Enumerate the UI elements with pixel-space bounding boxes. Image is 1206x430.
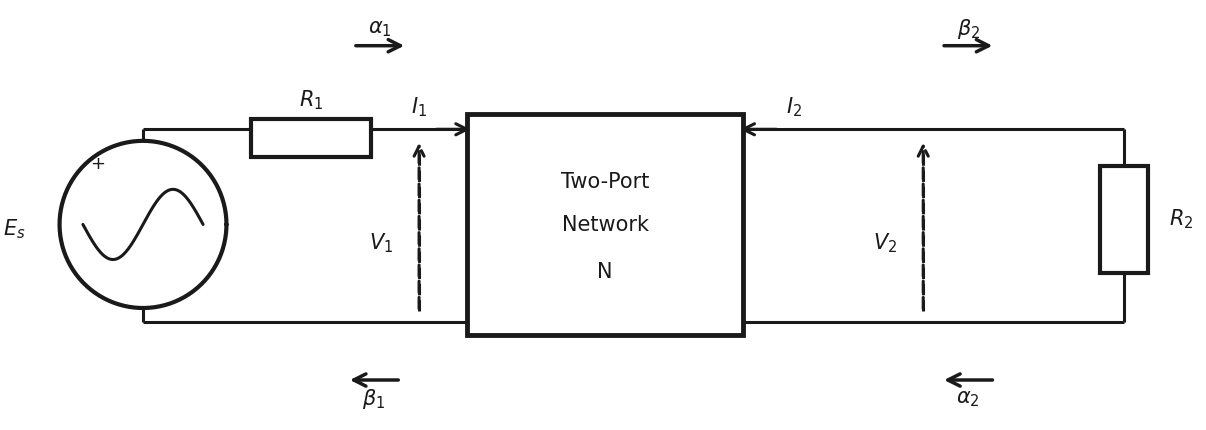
Text: $E_s$: $E_s$: [2, 217, 25, 240]
Text: $\beta_2$: $\beta_2$: [956, 16, 979, 40]
Text: $\alpha_2$: $\alpha_2$: [956, 389, 980, 409]
Bar: [251, 119, 371, 157]
Text: $V_1$: $V_1$: [369, 231, 393, 255]
Text: Network: Network: [562, 215, 649, 235]
Text: $I_1$: $I_1$: [411, 95, 427, 119]
Text: $I_2$: $I_2$: [785, 95, 802, 119]
Text: $\alpha_1$: $\alpha_1$: [368, 18, 392, 39]
Bar: [1100, 166, 1148, 273]
Text: $R_2$: $R_2$: [1169, 208, 1194, 231]
Text: N: N: [597, 262, 613, 282]
Text: $R_1$: $R_1$: [299, 89, 323, 112]
Bar: [467, 114, 743, 335]
Text: $+$: $+$: [89, 155, 105, 173]
Text: $V_2$: $V_2$: [873, 231, 897, 255]
Text: $\beta_1$: $\beta_1$: [363, 387, 386, 412]
Text: Two-Port: Two-Port: [561, 172, 649, 192]
